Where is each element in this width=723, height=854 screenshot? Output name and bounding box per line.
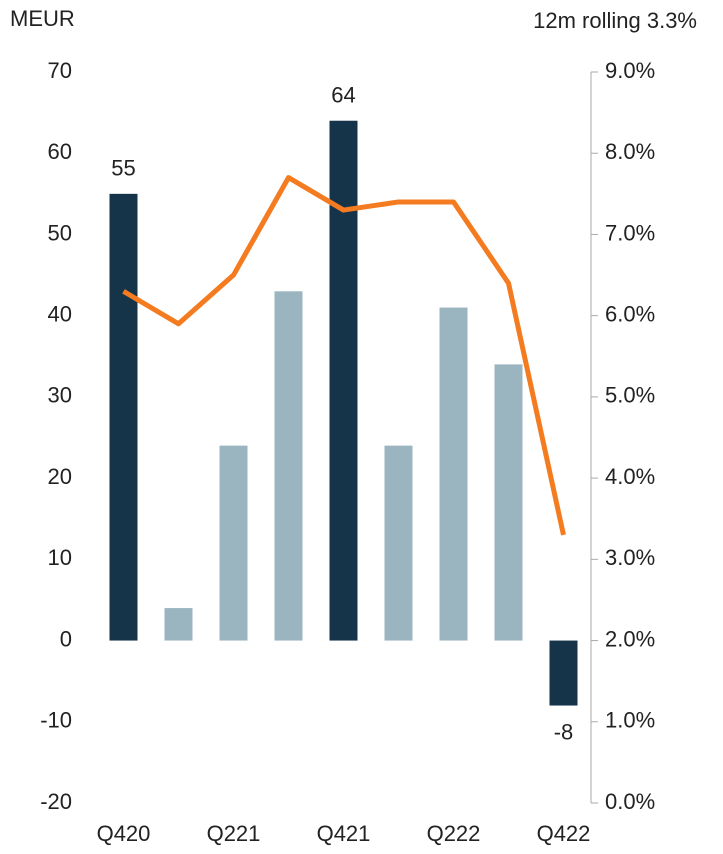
y-tick-label: 40 bbox=[48, 301, 72, 326]
data-label: -8 bbox=[554, 719, 574, 744]
x-tick-label: Q221 bbox=[207, 821, 261, 846]
line bbox=[122, 175, 566, 536]
x-tick-label: Q222 bbox=[427, 821, 481, 846]
bar bbox=[494, 364, 523, 641]
bar bbox=[164, 608, 193, 641]
x-tick-label: Q420 bbox=[97, 821, 151, 846]
annotation: 12m rolling 3.3% bbox=[533, 8, 697, 33]
y-tick-label: 10 bbox=[48, 545, 72, 570]
y-tick-label: 30 bbox=[48, 383, 72, 408]
y2-tick-label: 0.0% bbox=[605, 789, 655, 814]
y-tick-label: 20 bbox=[48, 464, 72, 489]
y-tick-label: 70 bbox=[48, 58, 72, 83]
y-axis-label: MEUR bbox=[10, 6, 75, 31]
bar bbox=[219, 445, 248, 641]
x-tick-label: Q421 bbox=[317, 821, 371, 846]
y2-tick-label: 6.0% bbox=[605, 301, 655, 326]
y2-tick-label: 4.0% bbox=[605, 464, 655, 489]
bar bbox=[439, 307, 468, 641]
y-tick-label: 50 bbox=[48, 220, 72, 245]
y-tick-label: 0 bbox=[60, 626, 72, 651]
bar bbox=[109, 193, 138, 641]
y-tick-label: -20 bbox=[40, 789, 72, 814]
x-tick-label: Q422 bbox=[537, 821, 591, 846]
data-label: 55 bbox=[111, 156, 135, 181]
y2-tick-label: 3.0% bbox=[605, 545, 655, 570]
y2-tick-label: 8.0% bbox=[605, 139, 655, 164]
y-tick-label: 60 bbox=[48, 139, 72, 164]
bar bbox=[329, 120, 358, 641]
bar bbox=[274, 291, 303, 641]
y2-tick-label: 2.0% bbox=[605, 626, 655, 651]
bar bbox=[384, 445, 413, 641]
y2-tick-label: 9.0% bbox=[605, 58, 655, 83]
y2-tick-label: 1.0% bbox=[605, 708, 655, 733]
data-label: 64 bbox=[331, 83, 355, 108]
y2-tick-label: 5.0% bbox=[605, 383, 655, 408]
y2-tick-label: 7.0% bbox=[605, 220, 655, 245]
y-tick-label: -10 bbox=[40, 708, 72, 733]
bar bbox=[549, 640, 578, 706]
